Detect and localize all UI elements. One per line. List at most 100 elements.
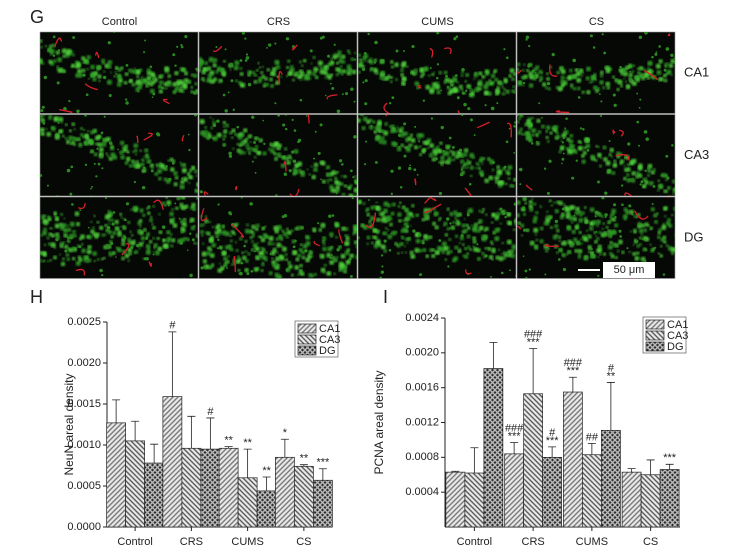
micrograph [357, 31, 517, 114]
bar [504, 453, 524, 528]
micrograph [198, 31, 358, 114]
error-bar [510, 442, 519, 454]
error-bar [187, 415, 196, 449]
x-tick-label: CS [643, 536, 658, 548]
legend-box [294, 320, 339, 358]
micrograph [198, 114, 358, 197]
x-tick-label: CUMS [231, 536, 263, 548]
error-bar [451, 470, 460, 473]
error-bar [206, 417, 215, 450]
x-tick-label: Control [457, 536, 492, 548]
panel-label: G [30, 7, 44, 27]
row-label: CA1 [684, 65, 709, 80]
legend-swatch [645, 341, 665, 352]
error-bar [489, 341, 498, 369]
legend-swatch [645, 319, 665, 330]
significance-marker: ### [505, 422, 524, 434]
column-label: CUMS [421, 16, 453, 28]
y-tick-label: 0.0016 [405, 382, 439, 394]
bar [294, 465, 314, 528]
error-bar [470, 447, 479, 474]
significance-marker: *** [546, 435, 560, 447]
y-axis-title: PCNA areal density [372, 370, 386, 474]
significance-marker: ### [524, 328, 543, 340]
micrograph [39, 114, 199, 197]
bar [200, 448, 221, 528]
error-bar [646, 459, 655, 475]
legend-label: DG [667, 341, 684, 353]
y-tick-label: 0.0020 [405, 347, 439, 359]
significance-marker: ** [262, 465, 271, 477]
bar [563, 391, 583, 528]
x-tick-label: CRS [180, 536, 203, 548]
micrograph [39, 31, 199, 114]
error-bar [150, 443, 159, 464]
significance-marker: # [608, 362, 615, 374]
bar [445, 471, 466, 528]
significance-marker: *** [663, 452, 677, 464]
bar [582, 454, 602, 528]
x-tick-label: CS [296, 536, 311, 548]
bar [144, 462, 164, 528]
bar [162, 396, 183, 528]
legend-label: DG [319, 345, 336, 357]
y-tick-label: 0.0020 [67, 357, 101, 369]
significance-marker: ** [243, 437, 252, 449]
bar [181, 447, 202, 528]
legend-label: CA3 [667, 330, 688, 342]
significance-marker: *** [508, 430, 522, 442]
legend-label: CA1 [319, 323, 340, 335]
y-tick-label: 0.0025 [67, 316, 101, 328]
row-label: CA3 [684, 147, 709, 162]
y-tick-label: 0.0015 [67, 398, 101, 410]
error-bar [262, 476, 271, 491]
legend-swatch [297, 345, 317, 356]
row-label: DG [684, 230, 704, 245]
significance-marker: ## [586, 431, 599, 443]
scale-bar-label: 50 μm [614, 264, 645, 276]
error-bar [224, 446, 233, 449]
error-bar [568, 376, 577, 393]
bar [464, 472, 485, 528]
error-bar [606, 382, 615, 431]
significance-marker: *** [527, 336, 541, 348]
scale-box [603, 262, 655, 278]
error-bar [318, 468, 327, 481]
significance-marker: ** [607, 370, 616, 382]
significance-marker: ### [564, 357, 583, 369]
legend-box [642, 316, 687, 354]
legend-swatch [645, 330, 665, 341]
significance-marker: # [549, 427, 556, 439]
significance-marker: # [169, 320, 176, 332]
significance-marker: *** [566, 365, 580, 377]
y-tick-label: 0.0012 [405, 416, 439, 428]
micrograph [516, 114, 676, 197]
error-bar [112, 399, 121, 423]
y-tick-label: 0.0008 [405, 451, 439, 463]
bar [237, 477, 258, 528]
bar [313, 479, 333, 528]
legend-swatch [297, 323, 317, 334]
x-tick-label: Control [117, 536, 152, 548]
legend-swatch [297, 334, 317, 345]
micrograph [357, 114, 517, 197]
micrograph [198, 196, 358, 279]
x-tick-label: CUMS [576, 536, 608, 548]
error-bar [627, 468, 636, 473]
y-tick-label: 0.0024 [405, 312, 439, 324]
bar [483, 368, 504, 528]
legend-label: CA3 [319, 334, 340, 346]
significance-marker: ** [300, 453, 309, 465]
bar [523, 393, 543, 528]
bar [275, 456, 295, 528]
x-tick-label: CRS [522, 536, 545, 548]
bar [621, 471, 642, 528]
error-bar [548, 446, 557, 458]
column-label: CS [589, 16, 604, 28]
y-tick-label: 0.0004 [405, 486, 439, 498]
error-bar [131, 420, 140, 441]
legend-label: CA1 [667, 319, 688, 331]
micrograph [39, 196, 199, 279]
bar [106, 422, 126, 528]
